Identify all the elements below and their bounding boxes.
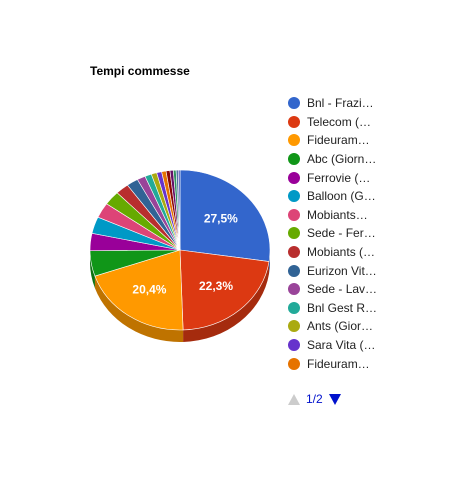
slice-value-label: 22,3% <box>199 279 233 293</box>
page-indicator: 1/2 <box>306 392 323 406</box>
legend-swatch <box>288 246 300 259</box>
legend-item[interactable]: Fideuram… <box>288 354 377 373</box>
legend-label: Abc (Giorn… <box>307 152 377 167</box>
legend-label: Ants (Gior… <box>307 319 374 334</box>
legend-swatch <box>288 227 300 240</box>
legend-label: Fideuram… <box>307 356 370 371</box>
legend-label: Bnl - Frazi… <box>307 96 374 111</box>
legend-label: Sede - Lav… <box>307 282 378 297</box>
chart-title: Tempi commesse <box>90 64 190 78</box>
legend-item[interactable]: Sara Vita (… <box>288 336 377 355</box>
pie-slice[interactable] <box>179 169 271 262</box>
legend-label: Sara Vita (… <box>307 338 376 353</box>
legend: Bnl - Frazi… Telecom (… Fideuram… Abc (Gior… <box>288 94 377 373</box>
legend-item[interactable]: Mobiants (… <box>288 243 377 262</box>
legend-swatch <box>288 283 300 296</box>
legend-item[interactable]: Telecom (… <box>288 113 377 132</box>
legend-label: Ferrovie (… <box>307 170 371 185</box>
legend-item[interactable]: Balloon (G… <box>288 187 377 206</box>
pie-slice[interactable] <box>179 249 270 331</box>
legend-item[interactable]: Fideuram… <box>288 131 377 150</box>
legend-swatch <box>288 134 300 147</box>
pie-slice-side <box>183 261 270 342</box>
legend-swatch <box>288 357 300 370</box>
legend-label: Balloon (G… <box>307 189 376 204</box>
legend-label: Eurizon Vit… <box>307 263 377 278</box>
legend-swatch <box>288 339 300 352</box>
next-page-icon[interactable] <box>328 393 341 405</box>
pie-slice[interactable] <box>94 249 184 331</box>
legend-item[interactable]: Sede - Lav… <box>288 280 377 299</box>
legend-label: Telecom (… <box>307 114 372 129</box>
legend-label: Mobiants… <box>307 207 368 222</box>
legend-label: Sede - Fer… <box>307 226 376 241</box>
legend-label: Bnl Gest R… <box>307 300 378 315</box>
legend-swatch <box>288 208 300 221</box>
pie-slice-side <box>94 276 184 343</box>
legend-swatch <box>288 264 300 277</box>
legend-pager: 1/2 <box>288 392 341 406</box>
legend-swatch <box>288 97 300 110</box>
slice-value-label: 27,5% <box>204 212 238 226</box>
slice-value-label: 20,4% <box>132 283 166 297</box>
pie-slice[interactable] <box>178 169 181 251</box>
legend-item[interactable]: Bnl - Frazi… <box>288 94 377 113</box>
legend-swatch <box>288 320 300 333</box>
legend-item[interactable]: Ferrovie (… <box>288 168 377 187</box>
legend-item[interactable]: Ants (Gior… <box>288 317 377 336</box>
legend-swatch <box>288 190 300 203</box>
legend-item[interactable]: Abc (Giorn… <box>288 150 377 169</box>
legend-swatch <box>288 171 300 184</box>
legend-item[interactable]: Sede - Fer… <box>288 224 377 243</box>
legend-label: Mobiants (… <box>307 245 376 260</box>
legend-swatch <box>288 153 300 166</box>
legend-swatch <box>288 115 300 128</box>
legend-item[interactable]: Bnl Gest R… <box>288 299 377 318</box>
legend-swatch <box>288 301 300 314</box>
legend-item[interactable]: Eurizon Vit… <box>288 261 377 280</box>
legend-label: Fideuram… <box>307 133 370 148</box>
legend-item[interactable]: Mobiants… <box>288 206 377 225</box>
previous-page-icon <box>288 393 300 405</box>
